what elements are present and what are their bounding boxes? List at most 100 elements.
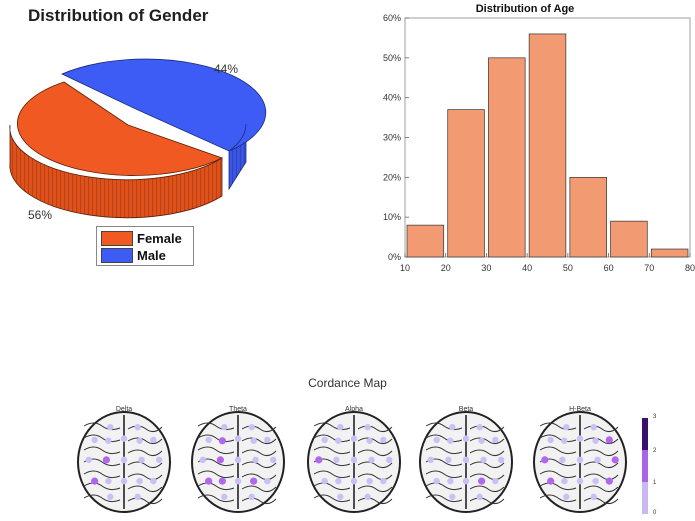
x-tick-label: 10 [400,263,410,273]
electrode-dot [221,423,228,431]
age-bar [447,109,485,258]
brain-label-alpha: Alpha [345,406,363,413]
electrode-dot [234,435,242,442]
electrode-dot [269,456,277,464]
electrode-dot [155,456,163,464]
brain-map-h-beta [533,411,627,513]
legend-label-male: Male [137,247,166,263]
electrode-dot [205,477,213,485]
brain-gyrus [425,434,463,443]
electrode-dot [576,435,584,442]
electrode-dot [250,437,257,444]
electrode-dot [199,456,207,464]
brain-gyrus [469,485,505,493]
brain-gyrus [241,461,277,469]
electrode-dot [561,437,568,444]
brain-gyrus [83,422,121,431]
brain-gyrus [241,473,277,481]
electrode-dot [605,477,613,485]
x-tick-label: 40 [522,263,532,273]
electrode-dot [120,477,128,485]
electrode-dot [385,456,393,464]
electrode-dot [321,477,328,485]
brain-gyrus [469,497,505,505]
pie-slice-male [61,58,267,152]
brain-gyrus [425,494,463,503]
x-tick-label: 70 [644,263,654,273]
electrode-dot [592,477,599,485]
electrode-dot [480,456,487,464]
electrode-dot [134,493,141,501]
electrode-dot [380,477,387,485]
brain-gyrus [583,497,619,505]
brain-gyrus [313,494,351,503]
brain-gyrus [583,437,619,445]
electrode-dot [102,456,111,464]
brain-gyrus [357,449,393,457]
electrode-dot [321,436,328,444]
electrode-dot [492,477,499,485]
y-tick-label: 30% [383,133,401,143]
age-histogram: 0% 10% 20% 30% 40% 50% 60% 10 20 30 40 50 60 70 80 [383,13,695,273]
colorbar-tick-0: 0 [653,510,657,516]
y-tick-label: 0% [388,252,401,262]
electrode-dot [350,435,358,442]
brain-gyrus [127,425,163,433]
brain-gyrus [469,425,505,433]
electrode-dot [85,456,93,464]
electrode-dot [134,423,141,431]
brain-gyrus [357,497,393,505]
electrode-dot [462,477,470,485]
electrode-dot [337,423,344,431]
brain-gyrus [425,446,463,455]
brain-gyrus [469,473,505,481]
brain-gyrus [539,434,577,443]
electrode-dot [449,423,456,431]
brain-gyrus [539,422,577,431]
electrode-dot [590,493,597,501]
electrode-dot [248,493,255,501]
electrode-dot [561,477,568,485]
brain-gyrus [127,485,163,493]
electrode-dot [218,477,226,485]
electrode-dot [368,456,375,464]
brain-map-theta [191,411,285,513]
electrode-dot [590,423,597,431]
female-percent-label: 56% [28,208,53,222]
electrode-dot [216,456,225,464]
electrode-dot [478,437,485,444]
electrode-dot [221,493,228,501]
cordance-title: Cordance Map [308,376,387,390]
electrode-dot [541,456,549,464]
electrode-dot [136,437,143,444]
electrode-dot [136,477,143,485]
gender-pie-chart [9,58,267,219]
brain-gyrus [583,461,619,469]
brain-gyrus [425,470,463,479]
electrode-dot [250,477,258,485]
age-bar [650,248,689,258]
electrode-dot [350,456,358,464]
brain-gyrus [83,482,121,491]
brain-gyrus [241,437,277,445]
pie-slice-female-side [9,124,223,219]
y-tick-label: 10% [383,212,401,222]
brain-gyrus [539,446,577,455]
y-tick-label: 40% [383,93,401,103]
electrode-dot [478,477,486,485]
age-bar [528,33,567,258]
brain-gyrus [241,449,277,457]
electrode-dot [335,477,342,485]
brain-gyrus [241,425,277,433]
electrode-dot [445,456,452,464]
brain-label-beta: Beta [458,406,474,413]
electrode-dot [427,456,435,464]
y-tick-label: 50% [383,53,401,63]
brain-gyrus [583,473,619,481]
brain-map-alpha [307,411,401,513]
brain-gyrus [539,470,577,479]
electrode-dot [576,456,584,464]
electrode-dot [248,423,255,431]
legend-swatch-male [101,247,133,263]
brain-gyrus [357,437,393,445]
